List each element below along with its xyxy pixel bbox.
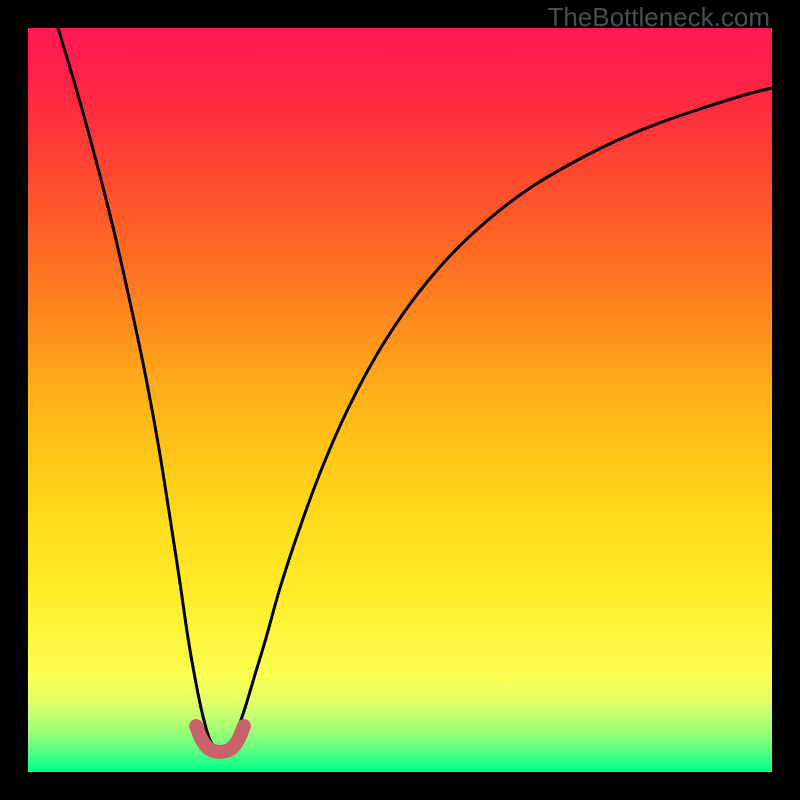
bottom-marker <box>196 726 244 752</box>
chart-frame: TheBottleneck.com <box>0 0 800 800</box>
watermark-text: TheBottleneck.com <box>547 2 770 33</box>
main-curve <box>58 28 772 748</box>
plot-area <box>28 28 772 772</box>
curve-layer <box>28 28 772 772</box>
